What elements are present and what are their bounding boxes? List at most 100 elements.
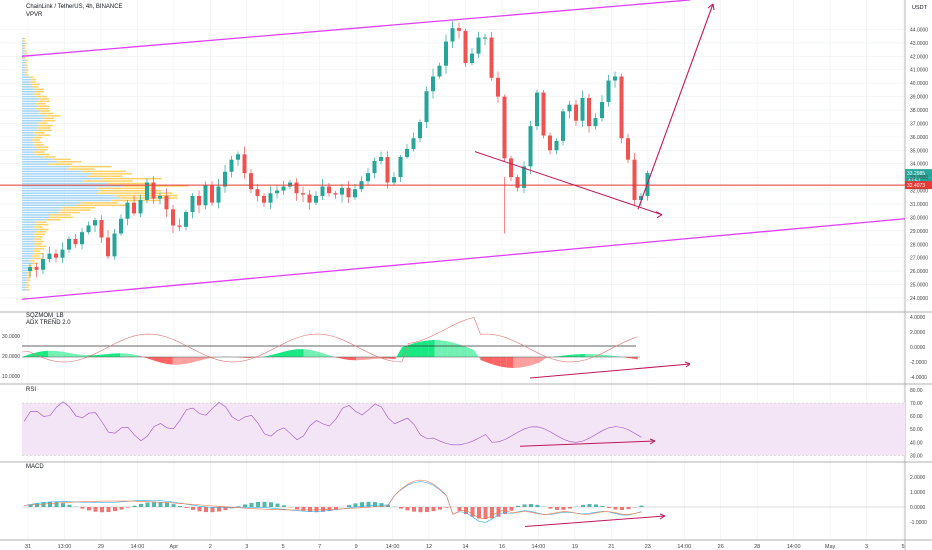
trend-channel[interactable] (21, 0, 906, 300)
vp-up-bar (22, 151, 34, 153)
macd-histogram-bar (191, 507, 195, 510)
vp-down-bar (24, 47, 26, 49)
vp-up-bar (22, 209, 61, 211)
y-tick-label: 34.0000 (910, 162, 928, 168)
candle-body (93, 220, 97, 226)
vp-up-bar (22, 71, 25, 74)
vp-down-bar (49, 214, 71, 216)
momentum-bar (408, 342, 415, 357)
macd-histogram-bar (236, 506, 241, 507)
macd-histogram-bar (295, 507, 299, 510)
rsi-title[interactable]: RSI (26, 387, 37, 393)
vp-up-bar (22, 49, 25, 52)
drawing-overlays[interactable]: 33.298547:5732.4073 (0, 3, 932, 219)
vp-up-bar (22, 257, 33, 260)
vp-down-bar (25, 42, 28, 45)
vp-down-bar (35, 221, 47, 223)
adx-tick: 30.0000 (2, 334, 20, 340)
sqz-tick: 2.0000 (910, 330, 926, 336)
macd-tick: 0.0000 (910, 505, 926, 511)
macd-line (23, 481, 642, 523)
macd-histogram-bar (522, 504, 527, 507)
vp-up-bar (22, 66, 25, 69)
candle-body (41, 259, 45, 270)
vp-down-bar (36, 134, 51, 136)
momentum-bar (113, 353, 121, 357)
vp-up-bar (22, 250, 34, 252)
momentum-bar (467, 347, 474, 357)
candle-body (132, 202, 136, 214)
vp-up-bar (22, 199, 112, 202)
macd-histogram-bar (444, 507, 449, 508)
macd-histogram-bar (171, 504, 176, 507)
vp-up-bar (22, 146, 36, 149)
x-tick-label: 3 (865, 544, 868, 550)
vp-down-bar (60, 209, 91, 211)
candle-body (567, 104, 572, 112)
momentum-bar (519, 357, 527, 368)
adx-title[interactable]: ADX TREND 2.0 (26, 320, 71, 326)
vp-down-bar (24, 37, 26, 40)
indicator-vpvr-label[interactable]: VPVR (26, 12, 43, 18)
macd-histogram-bar (327, 507, 332, 511)
vp-up-bar (22, 245, 36, 248)
vp-up-bar (22, 260, 30, 262)
momentum-bar (473, 350, 481, 360)
macd-histogram-bar (509, 507, 514, 511)
vp-down-bar (76, 204, 127, 207)
vp-up-bar (22, 238, 35, 240)
macd-histogram-bar (93, 507, 98, 512)
candle-body (483, 37, 487, 39)
sqz-title[interactable]: SQZMOM_LB (26, 313, 64, 319)
candle-body (34, 267, 39, 270)
macd-title[interactable]: MACD (26, 464, 44, 470)
momentum-bar (270, 353, 278, 357)
macd-histogram-bar (249, 502, 254, 507)
macd-histogram-bar (100, 507, 104, 513)
macd-histogram-bar (334, 507, 338, 509)
vp-up-bar (22, 112, 40, 115)
adx-tick: 10.0000 (2, 374, 20, 380)
y-tick-label: 31.0000 (910, 202, 928, 208)
vp-down-bar (31, 83, 40, 86)
vp-down-bar (111, 199, 161, 202)
candle-body (60, 249, 65, 258)
channel-upper-line (21, 0, 691, 57)
vp-up-bar (22, 168, 67, 170)
momentum-bar (35, 351, 42, 357)
macd-histogram-bar (217, 507, 221, 512)
vp-down-bar (107, 182, 156, 185)
macd-histogram-bar (269, 502, 273, 507)
vp-up-bar (22, 122, 38, 124)
y-tick-label: 28.0000 (910, 242, 928, 248)
rsi-divergence-arrow (519, 440, 656, 447)
candle-body (314, 195, 318, 203)
vp-down-bar (26, 274, 32, 277)
arrowhead (655, 211, 663, 219)
candle-body (476, 37, 481, 54)
vp-up-bar (22, 281, 27, 284)
vp-down-bar (24, 49, 27, 52)
vp-up-bar (22, 45, 24, 47)
macd-histogram-bar (204, 507, 208, 513)
macd-histogram-bar (399, 507, 403, 509)
level-price-tag (905, 181, 932, 190)
macd-tick: -1.0000 (910, 520, 927, 526)
macd-histogram-bar (457, 507, 462, 511)
candle-body (353, 189, 357, 198)
momentum-bar (356, 357, 363, 361)
macd-histogram-bar (353, 503, 358, 507)
x-tick-label: 31 (25, 544, 31, 550)
macd-histogram-bar (607, 507, 611, 508)
vp-down-bar (32, 257, 43, 260)
vp-up-bar (22, 277, 27, 279)
candle-body (125, 202, 130, 219)
momentum-bar (493, 357, 501, 367)
vp-down-bar (32, 262, 39, 265)
vp-up-bar (22, 269, 28, 272)
momentum-bar (120, 353, 127, 357)
macd-histogram-bar (373, 502, 377, 507)
vp-up-bar (22, 190, 100, 192)
momentum-bar (395, 347, 402, 360)
